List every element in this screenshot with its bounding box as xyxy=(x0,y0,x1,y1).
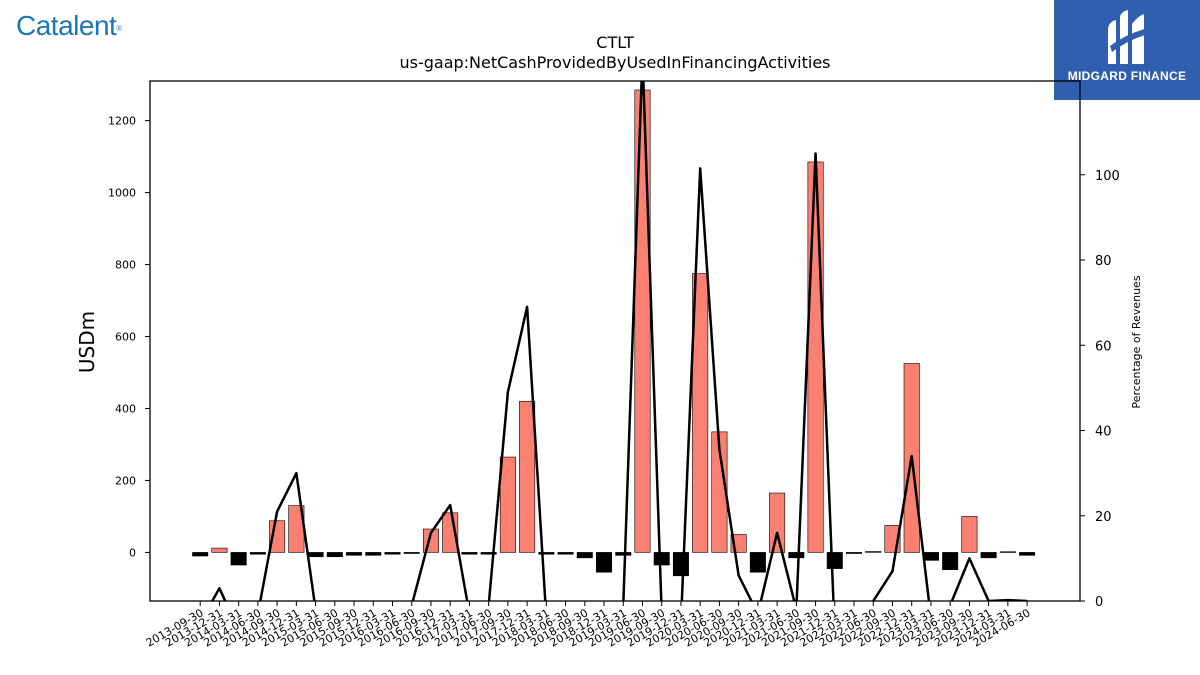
company-logo-text: Catalent xyxy=(16,10,117,41)
bar-2022-06-30 xyxy=(865,551,882,553)
y-tick-label: 800 xyxy=(115,259,136,272)
bar-2015-09-30 xyxy=(346,552,363,556)
y2-tick-label: 60 xyxy=(1095,339,1112,354)
y-tick-label: 200 xyxy=(115,474,136,487)
publisher-mark-icon xyxy=(1108,10,1148,64)
bar-2019-09-30 xyxy=(653,552,670,566)
bar-2017-09-30 xyxy=(499,456,516,553)
bar-2018-12-31 xyxy=(596,552,613,573)
bar-2023-03-31 xyxy=(922,552,939,561)
y2-axis-label: Percentage of Revenues xyxy=(1130,275,1143,408)
bar-2017-12-31 xyxy=(519,400,536,553)
chart-title: CTLT xyxy=(596,33,634,52)
bar-2021-09-30 xyxy=(807,161,824,553)
bar-2023-09-30 xyxy=(961,516,978,553)
bar-2023-06-30 xyxy=(942,552,959,570)
bar-2013-09-30 xyxy=(192,552,209,557)
bar-2021-06-30 xyxy=(788,552,805,559)
bar-2014-03-31 xyxy=(230,552,247,566)
y2-tick-label: 80 xyxy=(1095,254,1112,269)
y-axis-label: USDm xyxy=(75,311,99,373)
bar-2015-06-30 xyxy=(326,552,343,558)
chart-subtitle: us-gaap:NetCashProvidedByUsedInFinancing… xyxy=(399,53,830,72)
trademark-mark: ® xyxy=(116,24,122,33)
bar-2023-12-31 xyxy=(980,552,997,559)
line-group xyxy=(210,81,1028,601)
bar-2019-06-30 xyxy=(634,89,651,553)
y2-tick-label: 40 xyxy=(1095,425,1112,440)
plot-frame xyxy=(149,80,1081,602)
bar-2015-03-31 xyxy=(307,552,324,558)
y2-tick-label: 20 xyxy=(1095,510,1112,525)
y-tick-label: 600 xyxy=(115,331,136,344)
bar-2018-03-31 xyxy=(538,552,555,555)
publisher-name: MIDGARD FINANCE xyxy=(1067,69,1187,83)
bar-2016-03-31 xyxy=(384,552,401,555)
bar-2020-03-31 xyxy=(692,273,709,553)
y-tick-label: 0 xyxy=(129,546,136,559)
bar-group xyxy=(192,89,1036,577)
publisher-logo: MIDGARD FINANCE xyxy=(1054,0,1200,100)
bar-2014-06-30 xyxy=(249,552,266,555)
company-logo: Catalent® xyxy=(16,10,122,42)
bar-2021-03-31 xyxy=(769,492,786,553)
y2-tick-label: 0 xyxy=(1095,595,1103,610)
bar-2017-03-31 xyxy=(461,552,478,555)
bar-2016-06-30 xyxy=(403,552,420,554)
bar-2020-12-31 xyxy=(749,552,766,573)
bar-2018-06-30 xyxy=(557,552,574,555)
y-tick-label: 1200 xyxy=(108,115,136,128)
bar-2018-09-30 xyxy=(576,552,593,559)
bar-2019-12-31 xyxy=(672,552,689,577)
bar-2013-12-31 xyxy=(211,547,228,553)
percentage-of-revenues-line xyxy=(210,81,1028,601)
bar-2022-03-31 xyxy=(846,552,863,554)
bar-2024-06-30 xyxy=(1019,552,1036,556)
bar-2021-12-31 xyxy=(826,552,843,569)
bar-2017-06-30 xyxy=(480,552,497,555)
y-tick-label: 1000 xyxy=(108,187,136,200)
bar-2024-03-31 xyxy=(999,551,1016,554)
bar-2019-03-31 xyxy=(615,552,632,556)
y-tick-label: 400 xyxy=(115,402,136,415)
y2-tick-label: 100 xyxy=(1095,169,1120,184)
bar-2015-12-31 xyxy=(365,552,382,556)
